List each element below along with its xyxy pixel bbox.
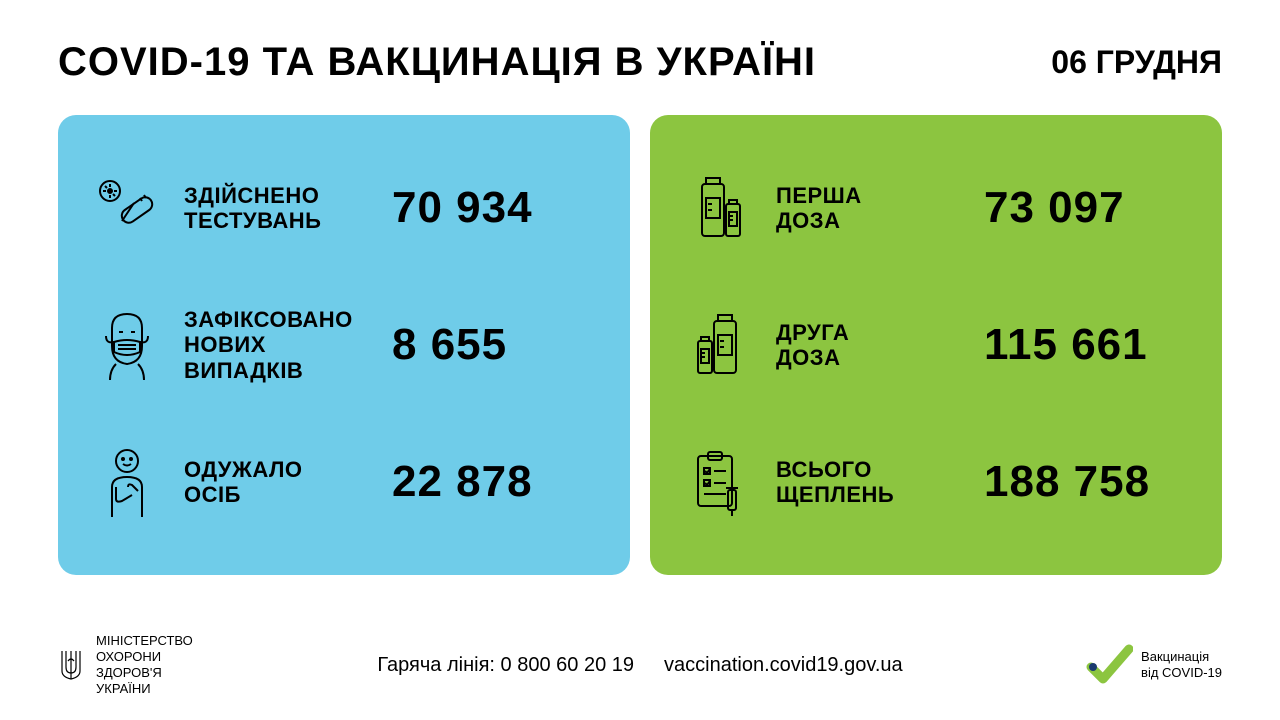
vials-icon — [680, 307, 758, 383]
trident-icon — [58, 647, 84, 683]
stat-label: ОДУЖАЛО ОСІБ — [184, 457, 374, 508]
stat-row-tests: ЗДІЙСНЕНО ТЕСТУВАНЬ 70 934 — [88, 143, 600, 273]
stat-value: 8 655 — [392, 320, 507, 370]
stat-row-dose1: ПЕРША ДОЗА 73 097 — [680, 143, 1192, 273]
stat-row-cases: ЗАФІКСОВАНО НОВИХ ВИПАДКІВ 8 655 — [88, 280, 600, 410]
hotline: Гаряча лінія: 0 800 60 20 19 vaccination… — [377, 654, 902, 677]
page-title: COVID-19 ТА ВАКЦИНАЦІЯ В УКРАЇНІ — [58, 40, 816, 85]
checkmark-icon — [1085, 641, 1133, 689]
footer: МІНІСТЕРСТВО ОХОРОНИ ЗДОРОВ'Я УКРАЇНИ Га… — [0, 610, 1280, 720]
recovered-icon — [88, 443, 166, 521]
stat-value: 188 758 — [984, 457, 1150, 507]
stat-label: ЗАФІКСОВАНО НОВИХ ВИПАДКІВ — [184, 307, 374, 383]
vaccination-logo: Вакцинація від COVID-19 — [1085, 641, 1222, 689]
stat-label: ДРУГА ДОЗА — [776, 320, 966, 371]
stat-value: 70 934 — [392, 183, 533, 233]
stat-value: 73 097 — [984, 183, 1125, 233]
clipboard-icon — [680, 444, 758, 520]
mask-face-icon — [88, 306, 166, 384]
hotline-number: 0 800 60 20 19 — [501, 654, 634, 676]
date-label: 06 ГРУДНЯ — [1051, 44, 1222, 81]
stat-row-recovered: ОДУЖАЛО ОСІБ 22 878 — [88, 417, 600, 547]
website: vaccination.covid19.gov.ua — [664, 654, 903, 677]
stat-row-dose2: ДРУГА ДОЗА 115 661 — [680, 280, 1192, 410]
covid-stats-panel: ЗДІЙСНЕНО ТЕСТУВАНЬ 70 934 ЗАФІКСОВАНО Н… — [58, 115, 630, 575]
stat-value: 22 878 — [392, 457, 533, 507]
stats-panels: ЗДІЙСНЕНО ТЕСТУВАНЬ 70 934 ЗАФІКСОВАНО Н… — [0, 85, 1280, 575]
ministry-block: МІНІСТЕРСТВО ОХОРОНИ ЗДОРОВ'Я УКРАЇНИ — [58, 633, 193, 698]
test-tube-icon — [88, 173, 166, 243]
vaccination-text: Вакцинація від COVID-19 — [1141, 649, 1222, 680]
vials-icon — [680, 170, 758, 246]
stat-label: ЗДІЙСНЕНО ТЕСТУВАНЬ — [184, 183, 374, 234]
stat-label: ПЕРША ДОЗА — [776, 183, 966, 234]
ministry-text: МІНІСТЕРСТВО ОХОРОНИ ЗДОРОВ'Я УКРАЇНИ — [96, 633, 193, 698]
hotline-label: Гаряча лінія: — [377, 654, 495, 676]
header: COVID-19 ТА ВАКЦИНАЦІЯ В УКРАЇНІ 06 ГРУД… — [0, 0, 1280, 85]
stat-value: 115 661 — [984, 320, 1148, 370]
vaccination-panel: ПЕРША ДОЗА 73 097 ДРУГА ДОЗА 115 661 — [650, 115, 1222, 575]
stat-row-total: ВСЬОГО ЩЕПЛЕНЬ 188 758 — [680, 417, 1192, 547]
stat-label: ВСЬОГО ЩЕПЛЕНЬ — [776, 457, 966, 508]
